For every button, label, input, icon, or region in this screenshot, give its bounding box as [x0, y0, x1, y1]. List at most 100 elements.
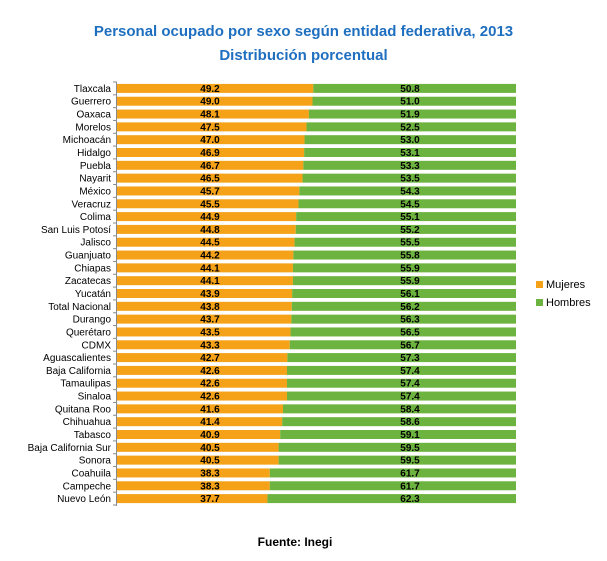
bar-mujeres	[117, 250, 294, 260]
data-label-mujeres: 44.1	[200, 276, 220, 287]
category-label: Jalisco	[80, 238, 111, 249]
data-label-hombres: 56.1	[400, 289, 420, 300]
category-label: Oaxaca	[77, 110, 112, 121]
category-label: Zacatecas	[65, 276, 111, 287]
data-label-mujeres: 42.6	[200, 379, 220, 390]
data-label-hombres: 54.3	[400, 186, 420, 197]
bar-mujeres	[117, 404, 283, 414]
legend-label-mujeres: Mujeres	[546, 279, 586, 291]
data-label-mujeres: 44.9	[200, 212, 220, 223]
category-label: Baja California	[46, 366, 111, 377]
data-label-hombres: 54.5	[400, 199, 420, 210]
bar-hombres	[304, 148, 516, 157]
category-label: Nayarit	[79, 174, 111, 185]
bar-mujeres	[117, 135, 305, 145]
bar-hombres	[286, 365, 516, 375]
data-label-mujeres: 40.5	[200, 456, 220, 467]
data-label-mujeres: 43.3	[200, 340, 220, 351]
bar-hombres	[278, 442, 516, 452]
bar-mujeres	[117, 430, 281, 439]
bar-mujeres	[117, 455, 279, 465]
data-label-hombres: 59.1	[400, 430, 420, 441]
data-label-hombres: 58.6	[400, 417, 420, 428]
bar-hombres	[269, 481, 516, 491]
category-label: Nuevo León	[57, 494, 111, 505]
data-label-hombres: 58.4	[400, 404, 420, 415]
bar-hombres	[286, 391, 516, 401]
bar-mujeres	[117, 160, 304, 170]
bar-hombres	[296, 212, 516, 222]
category-label: Coahuila	[72, 468, 112, 479]
category-label: CDMX	[82, 340, 112, 351]
category-label: Guerrero	[71, 97, 111, 108]
bar-hombres	[291, 301, 516, 311]
data-label-hombres: 56.2	[400, 302, 420, 313]
data-label-hombres: 56.5	[400, 327, 420, 338]
category-label: Querétaro	[66, 327, 111, 338]
data-label-mujeres: 43.5	[200, 327, 220, 338]
bar-hombres	[306, 122, 516, 132]
category-label: Morelos	[75, 122, 111, 133]
data-label-hombres: 52.5	[400, 122, 420, 133]
legend-swatch-hombres	[536, 299, 543, 306]
bar-hombres	[290, 327, 516, 337]
bar-hombres	[298, 199, 516, 209]
category-label: Chihuahua	[63, 417, 112, 428]
data-label-hombres: 59.5	[400, 456, 420, 467]
data-label-mujeres: 38.3	[200, 481, 220, 492]
category-label: Sonora	[79, 456, 112, 467]
bar-hombres	[282, 404, 516, 414]
bar-hombres	[278, 455, 516, 465]
data-label-hombres: 56.7	[400, 340, 420, 351]
category-label: Baja California Sur	[28, 443, 112, 454]
bar-hombres	[280, 430, 516, 439]
bar-hombres	[291, 314, 516, 324]
category-label: Guanjuato	[65, 251, 112, 262]
bar-mujeres	[117, 83, 314, 93]
data-label-hombres: 59.5	[400, 443, 420, 454]
bar-hombres	[295, 224, 516, 234]
data-label-mujeres: 42.7	[200, 353, 220, 364]
chart-title: Personal ocupado por sexo según entidad …	[93, 23, 514, 40]
data-label-mujeres: 37.7	[200, 494, 220, 505]
data-label-mujeres: 44.1	[200, 263, 220, 274]
data-label-mujeres: 49.2	[200, 84, 220, 95]
data-label-mujeres: 40.5	[200, 443, 220, 454]
bar-mujeres	[117, 122, 307, 132]
data-label-mujeres: 45.5	[200, 199, 220, 210]
bar-hombres	[303, 160, 516, 170]
bar-mujeres	[117, 417, 283, 427]
category-label: México	[79, 186, 111, 197]
data-label-mujeres: 44.2	[200, 251, 220, 262]
bar-mujeres	[117, 263, 293, 273]
data-label-mujeres: 42.6	[200, 392, 220, 403]
bar-mujeres	[117, 173, 303, 183]
data-label-hombres: 55.1	[400, 212, 420, 223]
data-label-mujeres: 42.6	[200, 366, 220, 377]
data-label-hombres: 51.9	[400, 110, 420, 121]
bar-mujeres	[117, 109, 309, 119]
source-note: Fuente: Inegi	[257, 535, 333, 549]
data-label-mujeres: 40.9	[200, 430, 220, 441]
category-label: Chiapas	[74, 263, 111, 274]
data-label-mujeres: 46.5	[200, 174, 220, 185]
bar-mujeres	[117, 442, 279, 452]
category-label: Veracruz	[72, 199, 111, 210]
bar-mujeres	[117, 186, 300, 196]
bar-mujeres	[117, 301, 292, 311]
data-label-mujeres: 47.0	[200, 135, 220, 146]
category-label: Tlaxcala	[74, 84, 112, 95]
data-label-hombres: 55.9	[400, 276, 420, 287]
bar-mujeres	[117, 199, 299, 209]
data-label-hombres: 55.5	[400, 238, 420, 249]
bar-mujeres	[117, 224, 296, 234]
bar-mujeres	[117, 327, 291, 337]
data-label-hombres: 53.1	[400, 148, 420, 159]
bar-hombres	[267, 494, 516, 504]
data-label-hombres: 53.3	[400, 161, 420, 172]
bar-hombres	[292, 263, 516, 273]
category-label: Total Nacional	[48, 302, 111, 313]
bar-mujeres	[117, 378, 287, 388]
chart-subtitle: Distribución porcentual	[219, 47, 388, 64]
